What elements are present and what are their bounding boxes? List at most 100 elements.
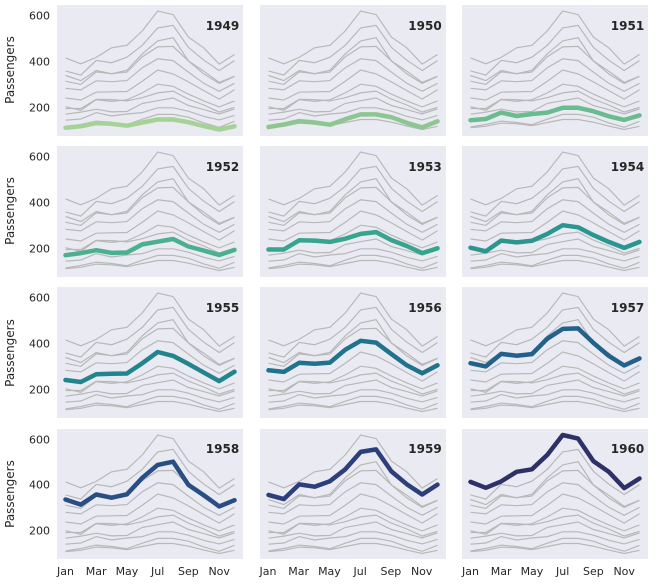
year-annotation: 1959 xyxy=(408,442,442,457)
x-tick-label: Mar xyxy=(288,565,310,579)
line-chart-1949 xyxy=(63,10,237,132)
line-chart-1955 xyxy=(63,292,237,413)
background-line-1950 xyxy=(65,537,235,552)
background-line-1949 xyxy=(267,542,438,554)
x-tick-label: Jul xyxy=(353,565,367,579)
background-line-1952 xyxy=(267,520,438,539)
background-line-1959 xyxy=(267,307,438,359)
year-annotation: 1955 xyxy=(205,300,240,315)
background-line-1950 xyxy=(470,254,640,270)
background-line-1960 xyxy=(267,433,438,489)
year-annotation: 1952 xyxy=(205,159,240,174)
panel-1958: 1958 xyxy=(57,428,243,560)
background-line-1956 xyxy=(65,58,235,92)
background-line-1955 xyxy=(470,210,640,242)
highlight-line-1960 xyxy=(468,432,642,490)
line-chart-1953 xyxy=(265,151,440,272)
background-line-1950 xyxy=(267,396,438,411)
line-chart-1954 xyxy=(468,151,642,272)
panel-1949: 1949 xyxy=(57,5,243,136)
panel-1957: 1957 xyxy=(462,287,648,418)
y-tick-label: 200 xyxy=(29,383,50,397)
x-tick-label: May xyxy=(318,565,341,579)
background-line-1951 xyxy=(267,530,438,545)
year-annotation: 1953 xyxy=(408,159,442,174)
background-line-1951 xyxy=(470,389,640,404)
panel-1959: 1959 xyxy=(259,428,446,560)
background-line-1958 xyxy=(267,319,438,366)
background-line-1949 xyxy=(470,260,640,272)
line-chart-1956 xyxy=(265,292,440,413)
x-tick-label: Mar xyxy=(490,565,512,579)
background-line-1957 xyxy=(470,45,640,86)
background-line-1954 xyxy=(65,507,235,535)
y-tick-label: 200 xyxy=(29,524,50,538)
x-tick-label: Mar xyxy=(85,565,107,579)
background-line-1955 xyxy=(65,69,235,101)
background-line-1952 xyxy=(470,97,640,115)
background-line-1949 xyxy=(65,401,235,413)
background-line-1950 xyxy=(65,396,235,411)
background-line-1957 xyxy=(267,328,438,368)
background-line-1956 xyxy=(65,199,235,234)
background-line-1954 xyxy=(470,507,640,535)
highlight-line-1956 xyxy=(265,338,440,376)
background-line-1952 xyxy=(470,520,640,539)
panel-1952: 1952 xyxy=(57,146,243,277)
x-tick-label: Jan xyxy=(461,565,479,579)
x-tick-label: Jul xyxy=(151,565,165,579)
background-line-1951 xyxy=(65,248,235,262)
background-line-1954 xyxy=(470,83,640,111)
year-annotation: 1956 xyxy=(408,300,442,315)
x-tick-label: Sep xyxy=(380,565,402,579)
y-tick-label: 600 xyxy=(29,433,50,447)
background-line-1958 xyxy=(65,178,235,225)
year-annotation: 1949 xyxy=(205,18,240,33)
background-line-1952 xyxy=(267,97,438,115)
highlight-line-1955 xyxy=(63,350,237,385)
background-line-1959 xyxy=(267,24,438,76)
background-line-1949 xyxy=(470,401,640,413)
x-tick-label: Jan xyxy=(259,565,277,579)
year-annotation: 1954 xyxy=(610,159,645,174)
y-tick-label: 600 xyxy=(29,150,50,164)
background-line-1951 xyxy=(470,530,640,545)
background-line-1957 xyxy=(267,186,438,227)
background-line-1952 xyxy=(65,379,235,398)
background-line-1960 xyxy=(267,10,438,65)
background-line-1954 xyxy=(65,365,235,394)
background-line-1951 xyxy=(470,248,640,262)
year-annotation: 1951 xyxy=(610,18,645,33)
background-line-1954 xyxy=(65,83,235,111)
background-line-1956 xyxy=(65,340,235,375)
background-line-1960 xyxy=(470,292,640,348)
background-line-1959 xyxy=(267,165,438,217)
background-line-1950 xyxy=(470,113,640,128)
highlight-line-1951 xyxy=(468,105,642,123)
highlight-line-1950 xyxy=(265,112,440,130)
background-line-1955 xyxy=(267,351,438,384)
background-line-1954 xyxy=(267,507,438,535)
background-line-1958 xyxy=(470,37,640,84)
highlight-line-1952 xyxy=(63,236,237,258)
background-line-1959 xyxy=(470,307,640,359)
background-line-1954 xyxy=(267,83,438,111)
background-line-1952 xyxy=(65,520,235,539)
background-line-1960 xyxy=(65,10,235,65)
line-chart-1950 xyxy=(265,10,440,131)
background-line-1955 xyxy=(267,69,438,101)
background-line-1958 xyxy=(267,37,438,84)
background-line-1956 xyxy=(470,481,640,516)
y-tick-label: 400 xyxy=(29,196,50,210)
x-tick-label: Sep xyxy=(178,565,199,579)
highlight-line-1953 xyxy=(265,230,440,256)
x-tick-label: Jan xyxy=(56,565,74,579)
line-chart-1952 xyxy=(63,151,237,272)
background-line-1952 xyxy=(267,379,438,398)
y-tick-label: 600 xyxy=(29,9,50,23)
y-axis-label: Passengers xyxy=(3,36,17,105)
background-line-1960 xyxy=(470,151,640,207)
line-chart-1959 xyxy=(265,433,440,554)
background-line-1951 xyxy=(65,389,235,404)
background-line-1950 xyxy=(267,537,438,552)
